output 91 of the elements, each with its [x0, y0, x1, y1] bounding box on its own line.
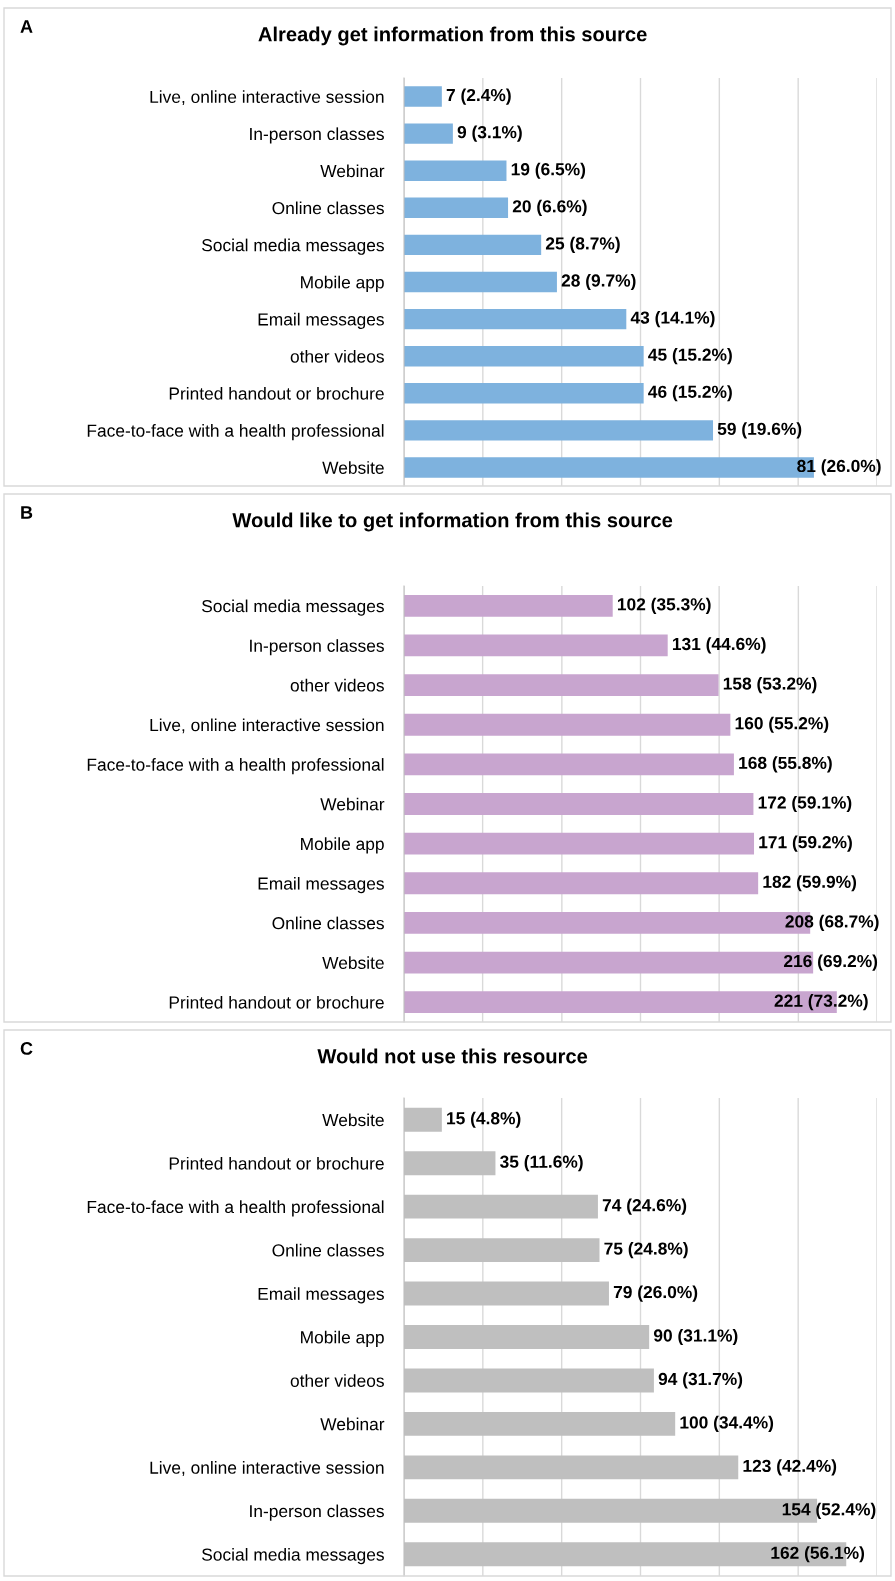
chart-title: Would like to get information from this source: [232, 512, 673, 532]
data-label: 154 (52.4%): [782, 1502, 876, 1519]
chart-title: Would not use this resource: [317, 1048, 588, 1064]
y-tick-label: Printed handout or brochure: [169, 995, 384, 1009]
data-label: 20 (6.6%): [512, 199, 587, 216]
chart-title: Already get information from this source: [258, 26, 647, 46]
y-tick-label: Mobile app: [301, 837, 384, 854]
data-label: 43 (14.1%): [630, 311, 715, 328]
data-label: 208 (68.7%): [785, 914, 879, 931]
y-tick-label: Live, online interactive session: [150, 718, 384, 734]
bar: [404, 713, 731, 736]
y-tick-label: In-person classes: [250, 639, 384, 656]
data-label: 35 (11.6%): [500, 1155, 583, 1172]
y-tick-label: Mobile app: [301, 1330, 384, 1347]
y-tick-label: Mobile app: [301, 275, 384, 292]
data-label: 162 (56.1%): [771, 1546, 865, 1563]
y-tick-label: In-person classes: [250, 1504, 384, 1521]
data-label: 25 (8.7%): [545, 236, 620, 253]
bar: [404, 234, 542, 256]
data-label: 9 (3.1%): [457, 125, 522, 142]
data-label: 168 (55.8%): [739, 756, 832, 773]
bar: [404, 872, 759, 895]
y-tick-label: Face-to-face with a health professional: [87, 758, 384, 775]
data-label: 15 (4.8%): [447, 1111, 521, 1128]
y-tick-label: Live, online interactive session: [150, 90, 384, 106]
data-label: 100 (34.4%): [680, 1415, 774, 1432]
y-tick-label: Website: [322, 956, 384, 970]
y-tick-label: Website: [322, 461, 384, 474]
data-label: 75 (24.8%): [604, 1242, 688, 1259]
y-tick-label: Webinar: [320, 797, 385, 811]
y-tick-label: other videos: [290, 678, 384, 692]
bar: [404, 793, 754, 815]
data-label: 46 (15.2%): [648, 385, 732, 402]
data-label: 94 (31.7%): [658, 1372, 743, 1389]
y-tick-label: Printed handout or brochure: [169, 1156, 384, 1170]
bar: [404, 420, 714, 441]
text: B: [21, 506, 33, 519]
y-tick-label: Email messages: [258, 312, 384, 329]
bar: [404, 271, 557, 293]
data-label: 221 (73.2%): [774, 994, 868, 1011]
bar: [404, 123, 453, 144]
data-label: 79 (26.0%): [613, 1285, 698, 1302]
bar: [404, 951, 814, 974]
y-tick-label: Webinar: [320, 164, 385, 178]
y-tick-label: Social media messages: [202, 1547, 384, 1565]
y-tick-label: Social media messages: [202, 238, 384, 255]
bar: [404, 753, 734, 776]
y-tick-label: Face-to-face with a health professional: [87, 1200, 384, 1217]
y-tick-label: Printed handout or brochure: [169, 386, 384, 400]
data-label: 102 (35.3%): [617, 597, 711, 614]
bar: [404, 86, 442, 107]
y-tick-label: Online classes: [272, 916, 384, 930]
bar: [404, 345, 644, 367]
data-label: 90 (31.1%): [653, 1328, 738, 1346]
data-label: 123 (42.4%): [743, 1459, 837, 1476]
data-label: 74 (24.6%): [602, 1198, 687, 1215]
y-tick-label: Email messages: [258, 1287, 384, 1304]
y-tick-label: In-person classes: [250, 127, 384, 144]
bar: [404, 594, 613, 617]
data-label: 59 (19.6%): [717, 422, 802, 439]
data-label: 45 (15.2%): [648, 348, 732, 365]
bar: [404, 160, 507, 181]
bar: [404, 832, 755, 855]
y-tick-label: Webinar: [320, 1417, 385, 1431]
data-label: 160 (55.2%): [735, 716, 829, 733]
y-tick-label: Website: [322, 1113, 384, 1127]
bar: [404, 634, 668, 657]
y-tick-label: other videos: [290, 349, 384, 363]
text: C: [20, 1042, 33, 1055]
text: A: [20, 20, 33, 33]
bar: [404, 308, 627, 330]
y-tick-label: Live, online interactive session: [150, 1461, 384, 1476]
data-label: 28 (9.7%): [561, 273, 636, 291]
data-label: 7 (2.4%): [446, 88, 511, 105]
y-tick-label: Face-to-face with a health professional: [87, 424, 384, 441]
data-label: 216 (69.2%): [783, 954, 878, 971]
bar: [404, 383, 644, 404]
data-label: 131 (44.6%): [672, 637, 766, 654]
data-label: 171 (59.2%): [759, 835, 852, 852]
data-label: 182 (59.9%): [763, 875, 857, 892]
bar: [404, 197, 509, 219]
bar: [404, 674, 719, 696]
y-tick-label: Email messages: [258, 876, 384, 894]
y-tick-label: other videos: [290, 1374, 384, 1387]
y-tick-label: Online classes: [272, 1243, 384, 1257]
data-label: 172 (59.1%): [758, 795, 852, 813]
data-label: 158 (53.2%): [723, 677, 817, 694]
data-label: 19 (6.5%): [511, 162, 586, 179]
y-tick-label: Online classes: [272, 201, 384, 215]
bar: [404, 457, 814, 478]
y-tick-label: Social media messages: [202, 599, 384, 616]
